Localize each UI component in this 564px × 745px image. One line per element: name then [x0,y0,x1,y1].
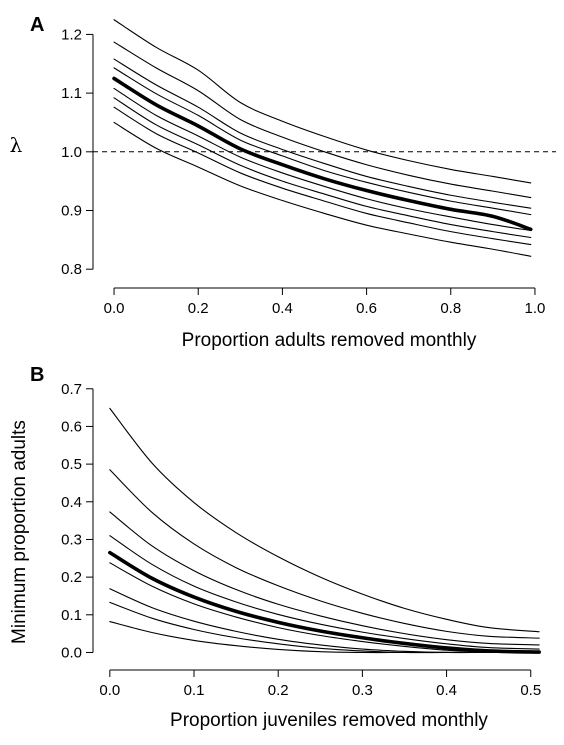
panel-b-series-line-bold [108,550,541,654]
panel-a-series-line-bold [112,76,533,232]
panel-a-plot-area: 0.8 0.9 1.0 1.1 1.2 0.0 0.2 0.4 0.6 0.8 1.0 [61,19,556,317]
panel-a-x-axis-title: Proportion adults removed monthly [182,330,477,351]
panel-b-y-tick-label: 0.3 [61,531,82,548]
panel-a-y-tick-label: 1.0 [61,144,82,161]
panel-b-y-tick-label: 0.5 [61,456,82,473]
panel-a-y-axis-title: λ [10,133,23,157]
panel-a-x-tick-label: 1.0 [525,300,546,317]
panel-a-x-tick-label: 0.6 [356,300,377,317]
panel-a: A 0.8 0.9 1.0 1.1 1.2 0.0 0.2 0.4 0.6 0.8 1.0 λ Pr… [10,14,556,351]
panel-a-y-tick-label: 1.1 [61,85,82,102]
panel-a-series-line [113,58,532,209]
panel-b-x-tick-label: 0.5 [520,682,541,699]
panel-b-series-line [109,407,540,633]
panel-b-series-line [109,621,540,654]
panel-a-x-tick-label: 0.4 [272,300,293,317]
panel-a-series-line [113,19,532,184]
panel-a-x-tick-label: 0.0 [104,300,125,317]
panel-a-y-tick-label: 0.9 [61,203,82,220]
panel-b: B 0.00.10.20.30.40.50.60.70.0 0.1 0.2 0.3 0.… [9,364,541,731]
panel-b-y-tick-label: 0.0 [61,644,82,661]
panel-a-series-line [113,121,532,257]
panel-a-series-line [113,87,532,232]
panel-a-series-line [113,97,532,239]
panel-a-y-tick-label: 1.2 [61,26,82,43]
panel-b-plot-area: 0.0 0.1 0.2 0.3 0.4 0.5 0.6 0.7 0.0 0.1 0.2 0.3 0.4 0… [61,381,541,699]
panel-b-y-tick-label: 0.2 [61,569,82,586]
panel-b-series-line [109,469,540,639]
panel-b-letter: B [30,364,44,386]
panel-b-x-tick-label: 0.3 [352,682,373,699]
panel-b-x-tick-label: 0.0 [99,682,120,699]
panel-b-y-tick-label: 0.4 [61,494,82,511]
panel-b-y-tick-label: 0.7 [61,381,82,398]
panel-a-letter: A [30,14,44,36]
panel-b-series-line [109,535,540,650]
panel-a-y-tick-label: 0.8 [61,261,82,278]
panel-b-y-tick-label: 0.6 [61,418,82,435]
panel-b-x-tick-label: 0.1 [184,682,205,699]
panel-b-series-line [109,511,540,646]
panel-a-x-tick-label: 0.8 [440,300,461,317]
panel-b-x-axis-title: Proportion juveniles removed monthly [170,710,488,731]
panel-a-series-line [113,67,532,216]
panel-b-series-line [109,562,540,654]
panel-b-x-tick-label: 0.2 [268,682,289,699]
panel-b-y-axis-title: Minimum proportion adults [9,420,30,644]
panel-a-series-line [113,106,532,246]
panel-a-series-line [113,41,532,199]
panel-b-y-tick-label: 0.1 [61,607,82,624]
panel-a-x-tick-label: 0.2 [188,300,209,317]
panel-b-x-tick-label: 0.4 [436,682,457,699]
